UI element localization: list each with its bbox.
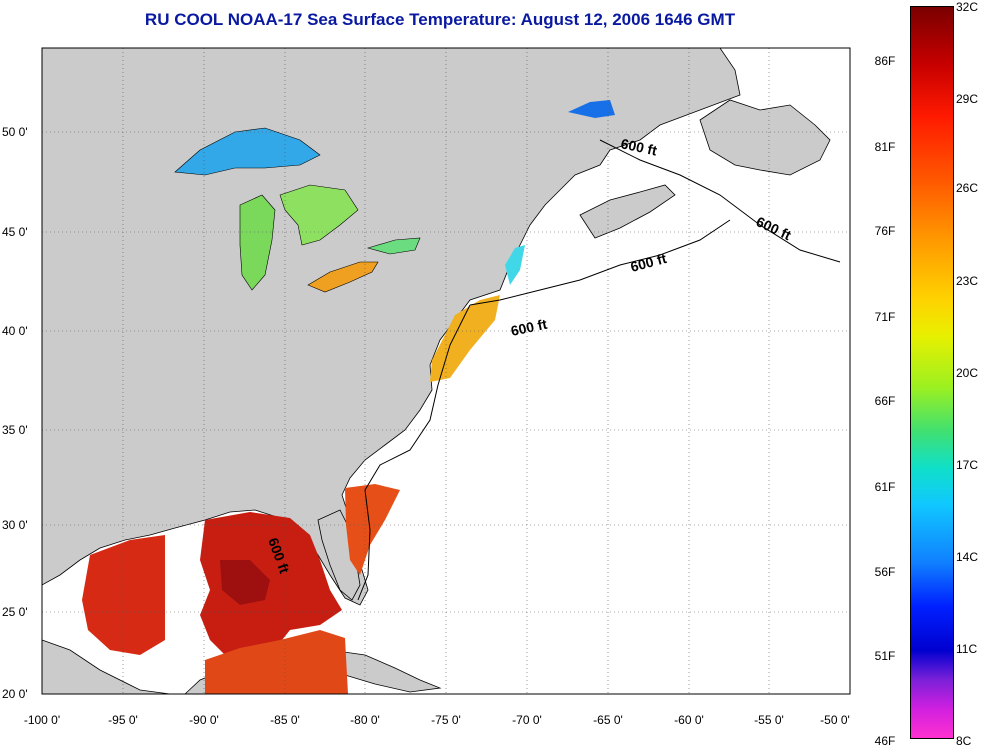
map-title: RU COOL NOAA-17 Sea Surface Temperature:… xyxy=(144,10,736,29)
lon-label-50: -50 0' xyxy=(820,713,850,727)
lon-label-65: -65 0' xyxy=(593,713,623,727)
lat-label-50: 50 0' xyxy=(2,125,28,139)
land-newfoundland xyxy=(699,99,831,176)
colorbar-c-8: 8C xyxy=(956,734,972,748)
lon-label-75: -75 0' xyxy=(431,713,461,727)
colorbar-f-71: 71F xyxy=(874,310,896,324)
colorbar-c-20: 20C xyxy=(956,366,979,380)
caribbean-sst xyxy=(205,630,348,694)
colorbar-c-26: 26C xyxy=(956,181,979,195)
lake-ontario xyxy=(366,237,421,255)
contour-600ft xyxy=(357,139,841,601)
lake-erie xyxy=(307,261,379,293)
florida-atlantic-sst xyxy=(345,484,400,575)
contour-label-newfoundland: 600 ft xyxy=(619,135,658,158)
colorbar-f-81: 81F xyxy=(874,140,896,154)
contour-label-mid-atlantic: 600 ft xyxy=(509,316,548,339)
colorbar-f-51: 51F xyxy=(874,649,896,663)
mid-atlantic-sst xyxy=(430,295,500,382)
lat-label-40: 40 0' xyxy=(2,324,28,338)
colorbar-c-29: 29C xyxy=(956,92,979,106)
gulf-sst-deep xyxy=(220,560,270,605)
colorbar-f-56: 56F xyxy=(874,565,896,579)
colorbar-c-17: 17C xyxy=(956,458,979,472)
colorbar-f-66: 66F xyxy=(874,394,896,408)
gulf-sst-west xyxy=(82,535,165,655)
gulf-sst-central xyxy=(200,512,342,665)
lake-superior xyxy=(174,127,321,176)
st-lawrence-sst xyxy=(568,100,615,118)
colorbar-c-14: 14C xyxy=(956,550,979,564)
lat-label-35: 35 0' xyxy=(2,423,28,437)
lon-label-85: -85 0' xyxy=(270,713,300,727)
gridlines xyxy=(42,48,850,694)
lat-label-25: 25 0' xyxy=(2,605,28,619)
lake-michigan xyxy=(239,194,276,291)
lon-label-100: -100 0' xyxy=(24,713,60,727)
colorbar-c-11: 11C xyxy=(956,642,978,656)
colorbar-f-61: 61F xyxy=(874,480,896,494)
land-nova-scotia xyxy=(579,184,676,239)
colorbar-f-46: 46F xyxy=(874,734,896,748)
colorbar-c-23: 23C xyxy=(956,274,979,288)
lon-label-95: -95 0' xyxy=(108,713,138,727)
colorbar-c-32: 32C xyxy=(956,0,979,14)
lat-label-30: 30 0' xyxy=(2,518,28,532)
map-frame xyxy=(41,47,851,695)
lon-label-70: -70 0' xyxy=(512,713,542,727)
lat-label-45: 45 0' xyxy=(2,225,28,239)
temperature-colorbar xyxy=(910,6,954,739)
land-north-america xyxy=(41,47,741,606)
lon-label-90: -90 0' xyxy=(189,713,219,727)
lon-label-60: -60 0' xyxy=(674,713,704,727)
lon-label-55: -55 0' xyxy=(754,713,784,727)
lat-label-20: 20 0' xyxy=(2,687,28,701)
colorbar-f-86: 86F xyxy=(874,54,896,68)
gulf-of-maine-sst xyxy=(505,245,525,285)
lake-huron xyxy=(279,184,359,246)
lon-label-80: -80 0' xyxy=(350,713,380,727)
colorbar-f-76: 76F xyxy=(874,224,896,238)
